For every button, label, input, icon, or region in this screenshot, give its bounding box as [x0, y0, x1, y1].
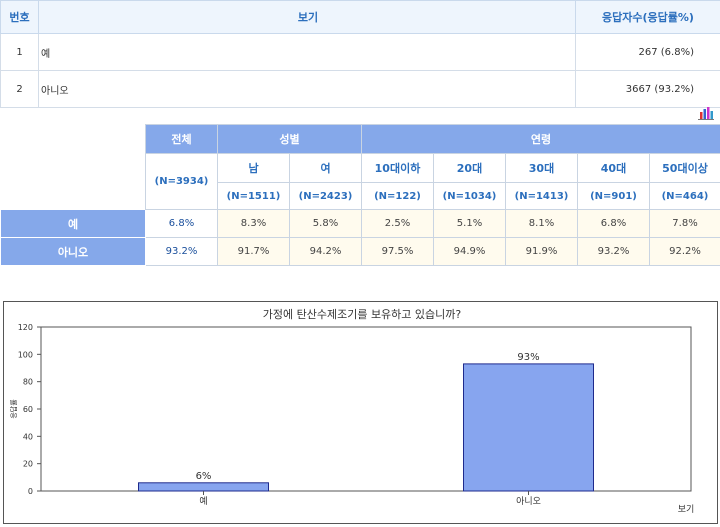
- bar-chart: 가정에 탄산수제조기를 보유하고 있습니까? 응답률 보기 0 20 40 60 80 1…: [9, 307, 695, 515]
- cell-value: 8.3%: [217, 209, 290, 238]
- bar: [138, 482, 269, 492]
- bar-chart-icon[interactable]: [698, 106, 714, 120]
- y-tick-label: 20: [23, 460, 33, 469]
- count-40s: (N=901): [577, 182, 650, 210]
- crosstab-table: 전체 성별 연령 (N=3934) 남 여 10대이하 20대 30대 40대 …: [0, 124, 720, 266]
- row-option: 예: [38, 33, 576, 71]
- count-teens: (N=122): [361, 182, 434, 210]
- y-tick-label: 80: [23, 378, 33, 387]
- bar: [463, 363, 594, 492]
- cell-value: 91.9%: [505, 237, 578, 266]
- x-tick-label: 아니오: [516, 496, 541, 507]
- row-total: 93.2%: [145, 237, 218, 266]
- subheader-40s: 40대: [577, 153, 650, 183]
- subheader-female: 여: [289, 153, 362, 183]
- crosstab-corner: [0, 124, 146, 210]
- row-label: 예: [0, 209, 146, 238]
- header-number: 번호: [0, 0, 39, 34]
- total-count: (N=3934): [145, 153, 218, 210]
- cell-value: 91.7%: [217, 237, 290, 266]
- answers-header-row: 번호 보기 응답자수(응답률%): [0, 0, 720, 34]
- x-tick-label: 예: [199, 496, 207, 507]
- table-row: 예 6.8% 8.3% 5.8% 2.5% 5.1% 8.1% 6.8% 7.8…: [0, 209, 720, 238]
- chart-title: 가정에 탄산수제조기를 보유하고 있습니까?: [263, 307, 462, 321]
- table-row: 1 예 267 (6.8%): [0, 33, 720, 71]
- count-30s: (N=1413): [505, 182, 578, 210]
- y-axis-label: 응답률: [9, 399, 18, 419]
- cell-value: 5.1%: [433, 209, 506, 238]
- group-gender: 성별: [217, 124, 362, 154]
- y-tick-label: 0: [28, 487, 33, 496]
- header-option: 보기: [38, 0, 576, 34]
- subheader-50s: 50대이상: [649, 153, 720, 183]
- data-label: 6%: [196, 471, 212, 482]
- count-female: (N=2423): [289, 182, 362, 210]
- row-label: 아니오: [0, 237, 146, 266]
- subheader-30s: 30대: [505, 153, 578, 183]
- subheader-20s: 20대: [433, 153, 506, 183]
- row-option: 아니오: [38, 70, 576, 108]
- cell-value: 93.2%: [577, 237, 650, 266]
- y-tick-label: 40: [23, 432, 33, 441]
- cell-value: 97.5%: [361, 237, 434, 266]
- subheader-teens: 10대이하: [361, 153, 434, 183]
- table-row: 2 아니오 3667 (93.2%): [0, 70, 720, 108]
- cell-value: 5.8%: [289, 209, 362, 238]
- count-20s: (N=1034): [433, 182, 506, 210]
- cell-value: 94.9%: [433, 237, 506, 266]
- count-male: (N=1511): [217, 182, 290, 210]
- crosstab-count-row: (N=1511) (N=2423) (N=122) (N=1034) (N=14…: [1, 182, 720, 210]
- group-age: 연령: [361, 124, 720, 154]
- subheader-male: 남: [217, 153, 290, 183]
- cell-value: 7.8%: [649, 209, 720, 238]
- row-count: 3667 (93.2%): [575, 70, 720, 108]
- y-tick-label: 60: [23, 405, 33, 414]
- cell-value: 94.2%: [289, 237, 362, 266]
- y-tick-label: 120: [18, 323, 33, 332]
- answers-table: 번호 보기 응답자수(응답률%) 1 예 267 (6.8%) 2 아니오 36…: [0, 0, 720, 108]
- row-number: 1: [0, 33, 39, 71]
- cell-value: 8.1%: [505, 209, 578, 238]
- y-tick-label: 100: [18, 350, 33, 359]
- row-number: 2: [0, 70, 39, 108]
- chart-panel: 가정에 탄산수제조기를 보유하고 있습니까? 응답률 보기 0 20 40 60 80 1…: [3, 301, 718, 524]
- table-row: 아니오 93.2% 91.7% 94.2% 97.5% 94.9% 91.9% …: [0, 237, 720, 266]
- data-label: 93%: [517, 352, 539, 363]
- cell-value: 2.5%: [361, 209, 434, 238]
- crosstab-group-row: 전체 성별 연령: [0, 124, 720, 210]
- row-count: 267 (6.8%): [575, 33, 720, 71]
- group-total: 전체: [145, 124, 218, 154]
- count-50s: (N=464): [649, 182, 720, 210]
- x-axis-label: 보기: [678, 504, 695, 515]
- header-count: 응답자수(응답률%): [575, 0, 720, 34]
- row-total: 6.8%: [145, 209, 218, 238]
- cell-value: 6.8%: [577, 209, 650, 238]
- cell-value: 92.2%: [649, 237, 720, 266]
